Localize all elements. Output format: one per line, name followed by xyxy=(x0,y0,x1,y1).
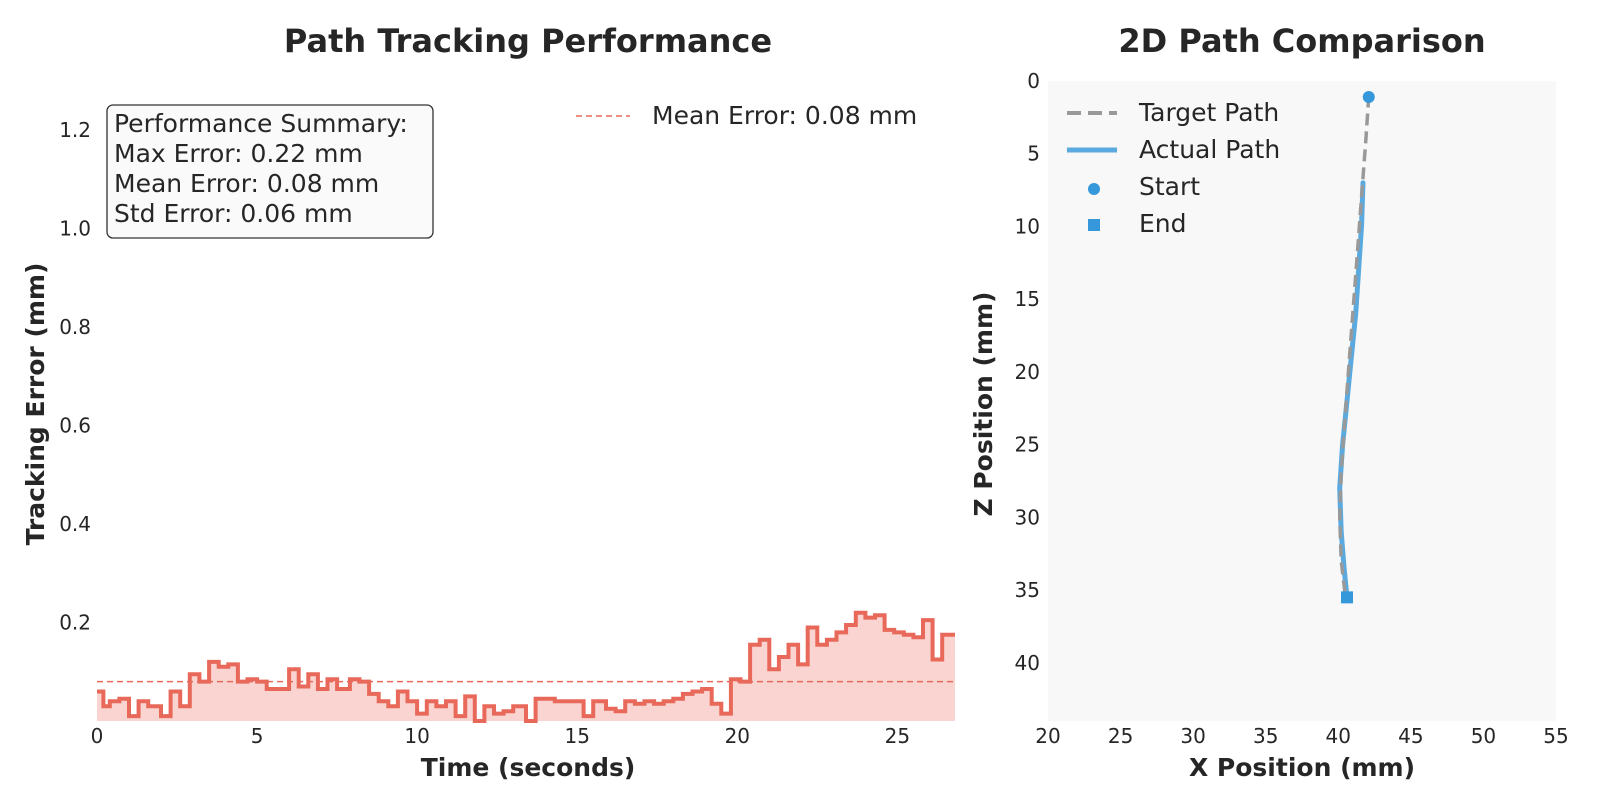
legend-end-label: End xyxy=(1139,209,1187,238)
tracking-x-tick-label: 20 xyxy=(725,724,750,748)
path-y-tick-label: 25 xyxy=(1015,433,1040,457)
target-path-line xyxy=(1337,95,1371,598)
path-y-axis-label: Z Position (mm) xyxy=(969,292,998,517)
tracking-error-fill xyxy=(97,612,955,721)
tracking-error-line xyxy=(97,610,955,723)
tracking-x-tick-label: 10 xyxy=(404,724,429,748)
tracking-y-tick-label: 0.4 xyxy=(59,512,91,536)
path-x-tick-label: 25 xyxy=(1108,724,1133,748)
legend-start-label: Start xyxy=(1139,172,1200,201)
legend-end-marker xyxy=(1088,219,1100,231)
legend-actual-path-label: Actual Path xyxy=(1139,135,1280,164)
tracking-y-axis-label: Tracking Error (mm) xyxy=(21,263,50,546)
tracking-y-tick-label: 0.6 xyxy=(59,414,91,438)
tracking-x-tick-label: 0 xyxy=(91,724,104,748)
start-marker xyxy=(1362,91,1375,103)
path-chart-title: 2D Path Comparison xyxy=(1118,22,1485,60)
summary-box-frame xyxy=(106,104,434,239)
performance-summary-box: Performance Summary: Max Error: 0.22 mm … xyxy=(106,104,434,239)
tracking-x-tick-label: 25 xyxy=(885,724,910,748)
path-legend: Target Path Actual Path Start End xyxy=(1067,98,1280,238)
tracking-chart-title: Path Tracking Performance xyxy=(284,22,772,60)
tracking-y-tick-label: 0.2 xyxy=(59,611,91,635)
path-y-tick-label: 10 xyxy=(1015,214,1040,238)
path-x-tick-label: 20 xyxy=(1035,724,1060,748)
legend-start-marker xyxy=(1088,183,1100,195)
tracking-error-chart: Path Tracking Performance 0 5 10 15 20 250.20… xyxy=(21,22,955,782)
legend-target-path-label: Target Path xyxy=(1138,98,1279,127)
summary-max-error: Max Error: 0.22 mm xyxy=(114,139,363,168)
tracking-legend: Mean Error: 0.08 mm xyxy=(576,101,917,130)
path-x-tick-label: 40 xyxy=(1326,724,1351,748)
path-y-tick-label: 30 xyxy=(1015,505,1040,529)
tracking-x-tick-label: 5 xyxy=(251,724,264,748)
tracking-x-tick-label: 15 xyxy=(564,724,589,748)
path-y-tick-label: 0 xyxy=(1027,69,1040,93)
summary-std-error: Std Error: 0.06 mm xyxy=(114,199,353,228)
path-y-tick-label: 35 xyxy=(1015,578,1040,602)
path-x-axis-label: X Position (mm) xyxy=(1189,753,1415,782)
summary-mean-error: Mean Error: 0.08 mm xyxy=(114,169,379,198)
path-y-tick-label: 20 xyxy=(1015,360,1040,384)
tracking-plot-area: 0 5 10 15 20 25 0.2 0.4 0.6 0.8 1.0 1.2 xyxy=(59,118,955,748)
path-x-tick-label: 45 xyxy=(1398,724,1423,748)
path-x-tick-label: 30 xyxy=(1180,724,1205,748)
tracking-y-tick-label: 0.8 xyxy=(59,315,91,339)
tracking-y-tick-label: 1.2 xyxy=(59,118,91,142)
path-comparison-chart: 2D Path Comparison 20 25 30 35 40 45 50 55 0 5 10 1… xyxy=(969,22,1569,782)
tracking-x-axis-label: Time (seconds) xyxy=(421,753,636,782)
path-x-tick-label: 55 xyxy=(1543,724,1568,748)
summary-heading: Performance Summary: xyxy=(114,109,408,138)
legend-mean-error-label: Mean Error: 0.08 mm xyxy=(652,101,917,130)
end-marker xyxy=(1340,591,1353,604)
path-plot-area: 20 25 30 35 40 45 50 55 0 5 10 15 20 25 30 35 40 xyxy=(1015,69,1569,748)
path-x-tick-label: 35 xyxy=(1253,724,1278,748)
path-y-tick-label: 40 xyxy=(1015,651,1040,675)
tracking-y-tick-label: 1.0 xyxy=(59,217,91,241)
path-plot-background xyxy=(1048,81,1556,721)
path-x-tick-label: 50 xyxy=(1471,724,1496,748)
path-y-tick-label: 5 xyxy=(1027,142,1040,166)
path-y-tick-label: 15 xyxy=(1015,287,1040,311)
